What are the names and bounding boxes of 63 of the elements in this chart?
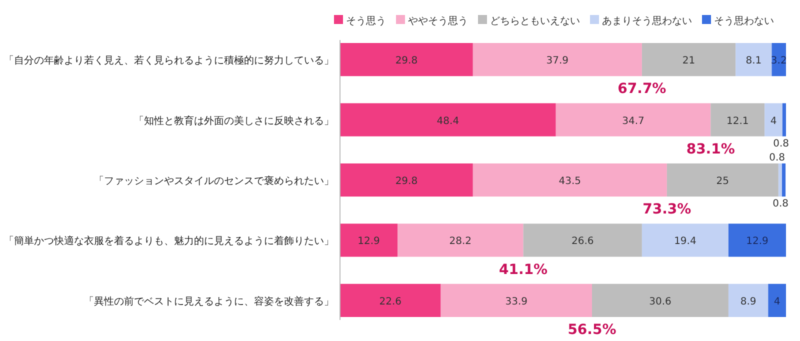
- bar: [768, 284, 786, 317]
- annotation: 41.1%: [499, 262, 548, 278]
- legend-label: そう思わない: [714, 16, 774, 27]
- bar: [340, 163, 473, 197]
- bar: [666, 163, 778, 197]
- bar: [642, 43, 736, 76]
- legend-label: ややそう思う: [408, 16, 468, 27]
- bar: [642, 224, 728, 257]
- data-label: 0.8: [773, 138, 789, 150]
- data-label: 4: [770, 116, 777, 127]
- y-tick-label: 「簡単かつ快適な衣服を着るよりも、魅力的に見えるように着飾りたい」: [4, 235, 334, 248]
- data-label: 29.8: [395, 56, 418, 67]
- legend-label: あまりそう思わない: [602, 16, 692, 27]
- bar: [778, 163, 782, 197]
- data-label: 30.6: [649, 296, 672, 308]
- data-label: 43.5: [558, 176, 582, 187]
- bar: [710, 103, 765, 136]
- data-label: 12.9: [746, 236, 768, 248]
- y-tick-label: 「ファッションやスタイルのセンスで褒められたい」: [94, 175, 334, 187]
- data-label: 0.8: [772, 198, 789, 210]
- data-label: 26.6: [571, 236, 594, 248]
- bar: [556, 103, 711, 136]
- data-label: 22.6: [379, 296, 402, 308]
- bar: [340, 284, 441, 317]
- y-tick-label: 「知性と教育は外面の美しさに反映される」: [134, 114, 334, 127]
- annotation: 83.1%: [686, 141, 735, 158]
- bar: [523, 224, 642, 257]
- bar: [782, 163, 786, 197]
- bar: [592, 284, 728, 317]
- data-label: 28.2: [449, 236, 472, 248]
- data-label: 48.4: [436, 116, 460, 127]
- annotation: 73.3%: [642, 202, 692, 218]
- data-label: 12.9: [358, 236, 380, 248]
- data-label: 4: [774, 296, 780, 308]
- annotation: 56.5%: [568, 322, 616, 338]
- data-label: 8.1: [746, 56, 762, 67]
- bar: [340, 224, 398, 257]
- data-label: 34.7: [622, 116, 644, 127]
- bar: [782, 103, 786, 136]
- legend-label: どちらともいえない: [490, 16, 580, 27]
- bar: [736, 43, 772, 76]
- annotation: 67.7%: [618, 81, 666, 98]
- bar: [728, 224, 786, 257]
- data-label: 25: [716, 176, 730, 187]
- data-label: 37.9: [546, 56, 569, 67]
- bar: [340, 103, 556, 136]
- bar: [472, 43, 642, 76]
- data-label: 19.4: [674, 236, 696, 248]
- y-tick-label: 「異性の前でベストに見えるように、容姿を改善する」: [84, 295, 334, 308]
- data-label: 0.8: [769, 152, 785, 164]
- bar: [764, 103, 782, 136]
- data-label: 33.9: [505, 296, 528, 308]
- bar: [728, 284, 768, 317]
- data-label: 12.1: [726, 116, 749, 127]
- bar: [398, 224, 524, 257]
- bar: [440, 284, 592, 317]
- data-label: 29.8: [395, 176, 418, 187]
- y-tick-label: 「自分の年齢より若く見え、若く見られるように積極的に努力している」: [4, 54, 334, 67]
- bar: [472, 163, 667, 197]
- legend-label: そう思う: [346, 16, 386, 27]
- bar: [340, 43, 473, 76]
- data-label: 21: [682, 56, 696, 67]
- data-label: 8.9: [740, 296, 756, 308]
